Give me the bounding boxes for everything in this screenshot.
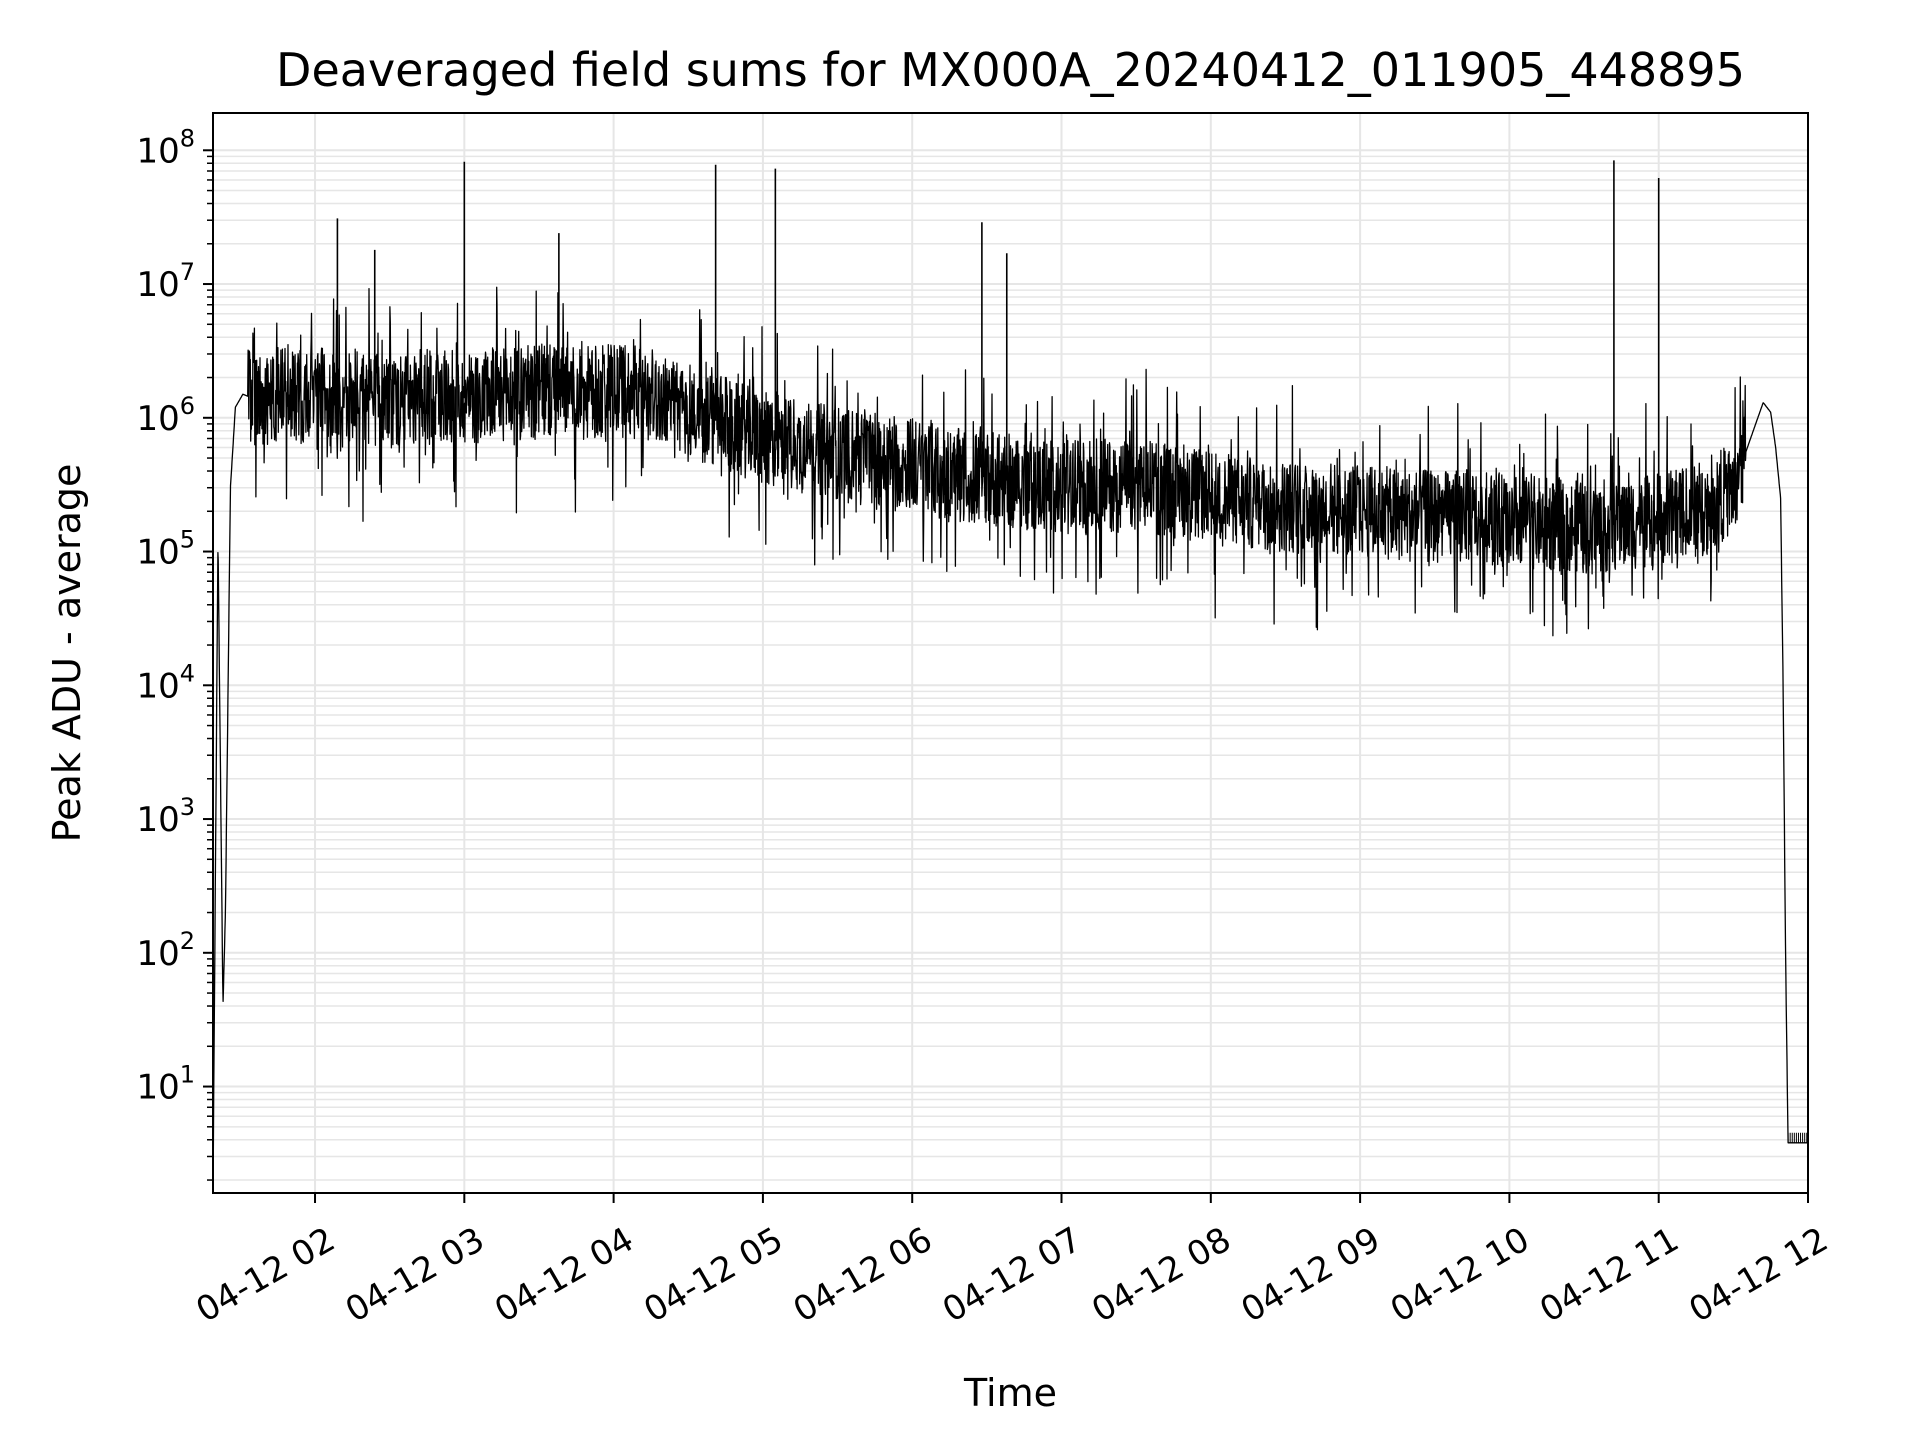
y-tick-label: 101 xyxy=(136,1061,195,1108)
y-tick-label: 106 xyxy=(136,392,195,439)
chart-title: Deaveraged field sums for MX000A_2024041… xyxy=(276,43,1745,97)
y-tick-label: 103 xyxy=(136,793,195,840)
y-tick-label: 104 xyxy=(136,659,195,706)
grid-layer xyxy=(213,113,1809,1193)
plot-frame xyxy=(212,112,1809,1194)
y-tick-label: 108 xyxy=(136,124,195,171)
y-tick-label: 105 xyxy=(136,526,195,573)
series-line xyxy=(212,286,1809,1194)
y-axis-label: Peak ADU - average xyxy=(45,464,89,843)
y-tick-label: 107 xyxy=(136,258,195,305)
y-tick-label: 102 xyxy=(136,927,195,974)
x-axis-label: Time xyxy=(963,1371,1057,1415)
data-layer xyxy=(212,160,1809,1194)
